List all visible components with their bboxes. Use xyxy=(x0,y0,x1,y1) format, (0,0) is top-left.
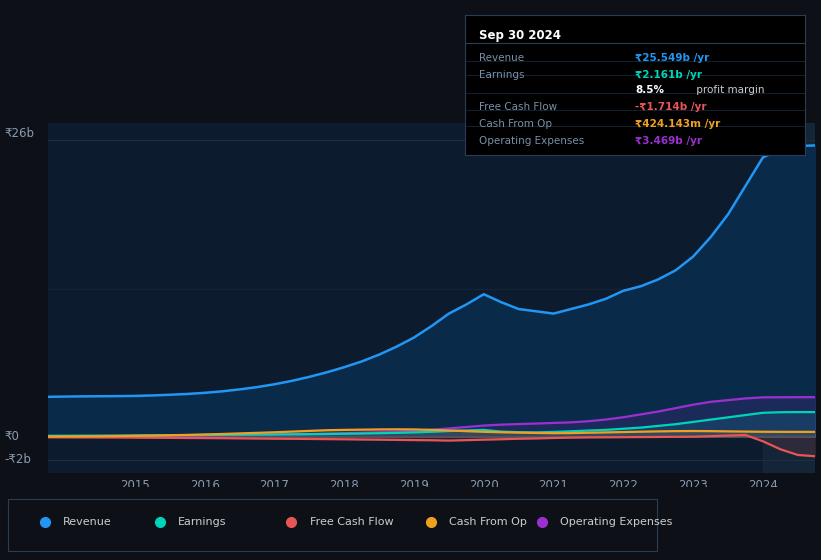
Text: Operating Expenses: Operating Expenses xyxy=(560,517,672,527)
Text: Revenue: Revenue xyxy=(63,517,112,527)
Text: -₹1.714b /yr: -₹1.714b /yr xyxy=(635,102,707,113)
Text: ₹0: ₹0 xyxy=(4,430,19,443)
Text: Free Cash Flow: Free Cash Flow xyxy=(479,102,557,113)
Bar xyxy=(763,123,815,473)
Text: Operating Expenses: Operating Expenses xyxy=(479,136,584,146)
Text: Earnings: Earnings xyxy=(178,517,227,527)
Text: ₹3.469b /yr: ₹3.469b /yr xyxy=(635,136,702,146)
Text: Earnings: Earnings xyxy=(479,70,524,80)
Text: Revenue: Revenue xyxy=(479,53,524,63)
Text: Cash From Op: Cash From Op xyxy=(449,517,527,527)
Text: ₹424.143m /yr: ₹424.143m /yr xyxy=(635,119,720,129)
Text: profit margin: profit margin xyxy=(693,85,764,95)
Text: ₹25.549b /yr: ₹25.549b /yr xyxy=(635,53,709,63)
Text: ₹2.161b /yr: ₹2.161b /yr xyxy=(635,70,702,80)
Text: Free Cash Flow: Free Cash Flow xyxy=(310,517,393,527)
Text: ₹26b: ₹26b xyxy=(4,127,34,141)
Text: 8.5%: 8.5% xyxy=(635,85,664,95)
Text: Sep 30 2024: Sep 30 2024 xyxy=(479,29,561,42)
Text: -₹2b: -₹2b xyxy=(4,453,31,466)
Bar xyxy=(8,499,657,551)
Text: Cash From Op: Cash From Op xyxy=(479,119,552,129)
